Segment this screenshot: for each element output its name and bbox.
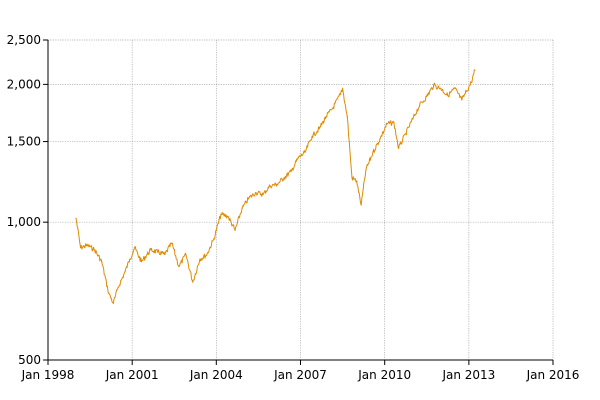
data-point: [117, 286, 119, 289]
data-point: [433, 84, 435, 86]
y-tick-label: 1,500: [7, 135, 41, 149]
y-tick-label: 2,500: [7, 33, 41, 47]
y-tick-label: 1,000: [7, 215, 41, 229]
data-point: [79, 247, 82, 249]
data-point: [447, 95, 449, 97]
data-point: [379, 138, 381, 140]
data-point: [192, 281, 194, 283]
data-point: [351, 177, 353, 179]
data-point: [255, 192, 257, 194]
data-point: [440, 87, 442, 89]
data-point: [199, 258, 201, 260]
data-point: [365, 169, 367, 171]
axes: [43, 39, 554, 365]
x-tick-label: Jan 2010: [357, 368, 411, 382]
data-point: [164, 253, 166, 256]
data-point: [213, 238, 215, 240]
data-point: [94, 249, 96, 251]
data-point: [290, 170, 292, 173]
data-point: [311, 135, 313, 137]
x-tick-label: Jan 2013: [441, 368, 495, 382]
data-point: [185, 253, 187, 256]
data-point: [356, 180, 358, 182]
x-tick-label: Jan 1998: [21, 368, 75, 382]
y-tick-label: 2,000: [7, 77, 41, 91]
data-point: [397, 147, 400, 149]
data-point: [304, 151, 306, 154]
data-point: [150, 249, 152, 251]
data-point: [171, 242, 173, 244]
x-tick-label: Jan 2001: [105, 368, 159, 382]
data-point: [234, 229, 236, 231]
data-point: [227, 215, 229, 217]
data-point: [112, 302, 114, 304]
tick-labels: 500 1,000 1,500 2,000 2,500 Jan 1998 Jan 2001 J…: [7, 33, 580, 382]
data-point: [461, 99, 463, 101]
data-point: [220, 213, 222, 215]
data-point: [386, 123, 388, 125]
data-point: [124, 270, 126, 273]
data-point: [339, 93, 341, 96]
x-tick-label: Jan 2007: [273, 368, 327, 382]
data-point: [276, 183, 278, 185]
data-point: [297, 157, 299, 159]
data-point: [140, 261, 143, 263]
data-point: [206, 253, 208, 256]
data-point: [325, 116, 327, 118]
data-point: [393, 122, 395, 124]
data-point: [269, 185, 271, 187]
data-point: [87, 244, 89, 246]
grid: [47, 39, 554, 361]
data-point: [133, 247, 136, 249]
data-point: [108, 292, 110, 294]
series-layer: [75, 69, 476, 304]
data-point: [372, 151, 374, 154]
y-tick-label: 500: [18, 353, 41, 367]
data-point: [241, 208, 243, 210]
x-tick-label: Jan 2004: [189, 368, 243, 382]
data-point: [101, 261, 103, 263]
data-point: [454, 87, 456, 89]
data-point: [470, 81, 472, 83]
data-point: [346, 116, 348, 118]
data-point: [341, 87, 344, 89]
data-point: [465, 90, 468, 93]
data-point: [262, 193, 264, 195]
data-point: [332, 106, 334, 109]
data-point: [283, 177, 285, 179]
data-point: [426, 96, 428, 98]
series-line: [75, 69, 475, 304]
x-tick-label: Jan 2016: [526, 368, 580, 382]
data-point: [318, 128, 320, 130]
data-point: [129, 258, 131, 260]
data-point: [178, 265, 180, 268]
data-point: [157, 251, 159, 253]
data-point: [248, 197, 250, 199]
data-point: [412, 118, 414, 120]
data-point: [405, 133, 407, 135]
data-point: [474, 69, 476, 71]
data-point: [75, 217, 77, 219]
data-point: [419, 104, 421, 106]
data-point: [360, 204, 362, 206]
